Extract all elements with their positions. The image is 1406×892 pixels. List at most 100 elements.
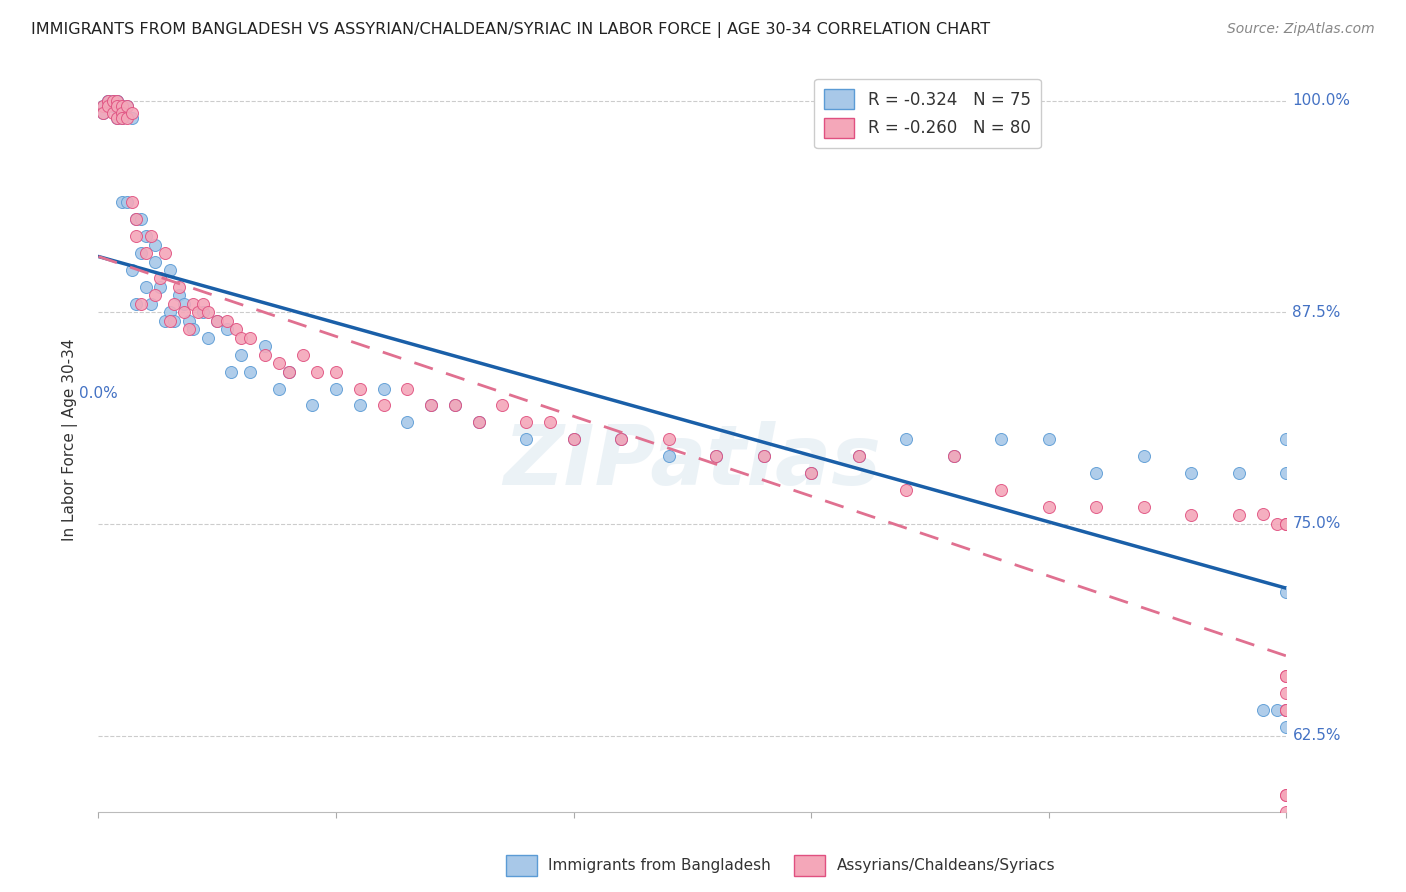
Point	[91, 105, 114, 120]
Point	[125, 212, 148, 227]
Point	[1265, 516, 1288, 531]
Point	[97, 99, 120, 113]
Point	[101, 94, 124, 108]
Point	[145, 288, 167, 302]
Point	[135, 280, 157, 294]
Point	[101, 105, 124, 120]
Point	[752, 449, 775, 463]
Point	[267, 356, 290, 370]
Point	[187, 305, 209, 319]
Point	[1275, 669, 1298, 683]
Legend: R = -0.324   N = 75, R = -0.260   N = 80: R = -0.324 N = 75, R = -0.260 N = 80	[814, 79, 1040, 148]
Point	[1085, 500, 1108, 514]
Point	[562, 432, 585, 446]
Point	[191, 305, 214, 319]
Point	[111, 111, 134, 125]
Point	[197, 305, 219, 319]
Point	[325, 365, 347, 379]
Point	[305, 365, 328, 379]
Point	[107, 111, 129, 125]
Point	[215, 322, 238, 336]
Point	[91, 99, 114, 113]
Point	[467, 416, 489, 430]
Point	[191, 297, 214, 311]
Point	[111, 105, 134, 120]
Point	[129, 297, 152, 311]
Point	[111, 99, 134, 113]
Point	[942, 449, 965, 463]
Text: 87.5%: 87.5%	[1292, 305, 1341, 320]
Point	[1275, 686, 1298, 700]
Point	[111, 99, 134, 113]
Point	[515, 416, 537, 430]
Point	[183, 297, 205, 311]
Point	[125, 297, 148, 311]
Point	[1133, 500, 1156, 514]
Point	[491, 399, 513, 413]
Point	[229, 348, 252, 362]
Text: IMMIGRANTS FROM BANGLADESH VS ASSYRIAN/CHALDEAN/SYRIAC IN LABOR FORCE | AGE 30-3: IMMIGRANTS FROM BANGLADESH VS ASSYRIAN/C…	[31, 22, 990, 38]
Point	[107, 94, 129, 108]
Point	[610, 432, 633, 446]
Text: Immigrants from Bangladesh: Immigrants from Bangladesh	[548, 858, 770, 872]
Point	[610, 432, 633, 446]
Text: 0.0%: 0.0%	[79, 385, 118, 401]
Text: 62.5%: 62.5%	[1292, 728, 1341, 743]
Point	[990, 432, 1012, 446]
Point	[177, 314, 200, 328]
Point	[115, 111, 138, 125]
Point	[135, 246, 157, 260]
Point	[197, 331, 219, 345]
Point	[704, 449, 727, 463]
Point	[149, 271, 172, 285]
Point	[277, 365, 299, 379]
Point	[896, 432, 918, 446]
Point	[107, 94, 129, 108]
Point	[139, 297, 162, 311]
Point	[848, 449, 870, 463]
Point	[420, 399, 443, 413]
Y-axis label: In Labor Force | Age 30-34: In Labor Force | Age 30-34	[62, 338, 77, 541]
Point	[97, 94, 120, 108]
Point	[221, 365, 243, 379]
Text: ZIPatlas: ZIPatlas	[503, 421, 882, 502]
Point	[1275, 788, 1298, 802]
Point	[800, 466, 823, 480]
Point	[373, 382, 395, 396]
Point	[277, 365, 299, 379]
Point	[159, 263, 181, 277]
Point	[97, 94, 120, 108]
Point	[1038, 432, 1060, 446]
Point	[253, 339, 276, 353]
Point	[135, 229, 157, 244]
Point	[1227, 508, 1250, 523]
Point	[121, 105, 143, 120]
Point	[125, 229, 148, 244]
Point	[121, 111, 143, 125]
Point	[125, 212, 148, 227]
Point	[373, 399, 395, 413]
Point	[239, 331, 262, 345]
Point	[167, 288, 190, 302]
Point	[1275, 669, 1298, 683]
Point	[990, 483, 1012, 497]
Point	[848, 449, 870, 463]
Point	[159, 305, 181, 319]
Point	[153, 246, 176, 260]
Point	[349, 382, 371, 396]
Point	[267, 382, 290, 396]
Point	[183, 322, 205, 336]
Point	[111, 195, 134, 210]
Point	[942, 449, 965, 463]
Text: 75.0%: 75.0%	[1292, 516, 1341, 532]
Point	[1180, 466, 1202, 480]
Point	[1275, 516, 1298, 531]
Point	[215, 314, 238, 328]
Point	[177, 322, 200, 336]
Point	[145, 254, 167, 268]
Point	[91, 105, 114, 120]
Point	[562, 432, 585, 446]
Point	[115, 99, 138, 113]
Point	[396, 416, 419, 430]
Point	[1275, 432, 1298, 446]
